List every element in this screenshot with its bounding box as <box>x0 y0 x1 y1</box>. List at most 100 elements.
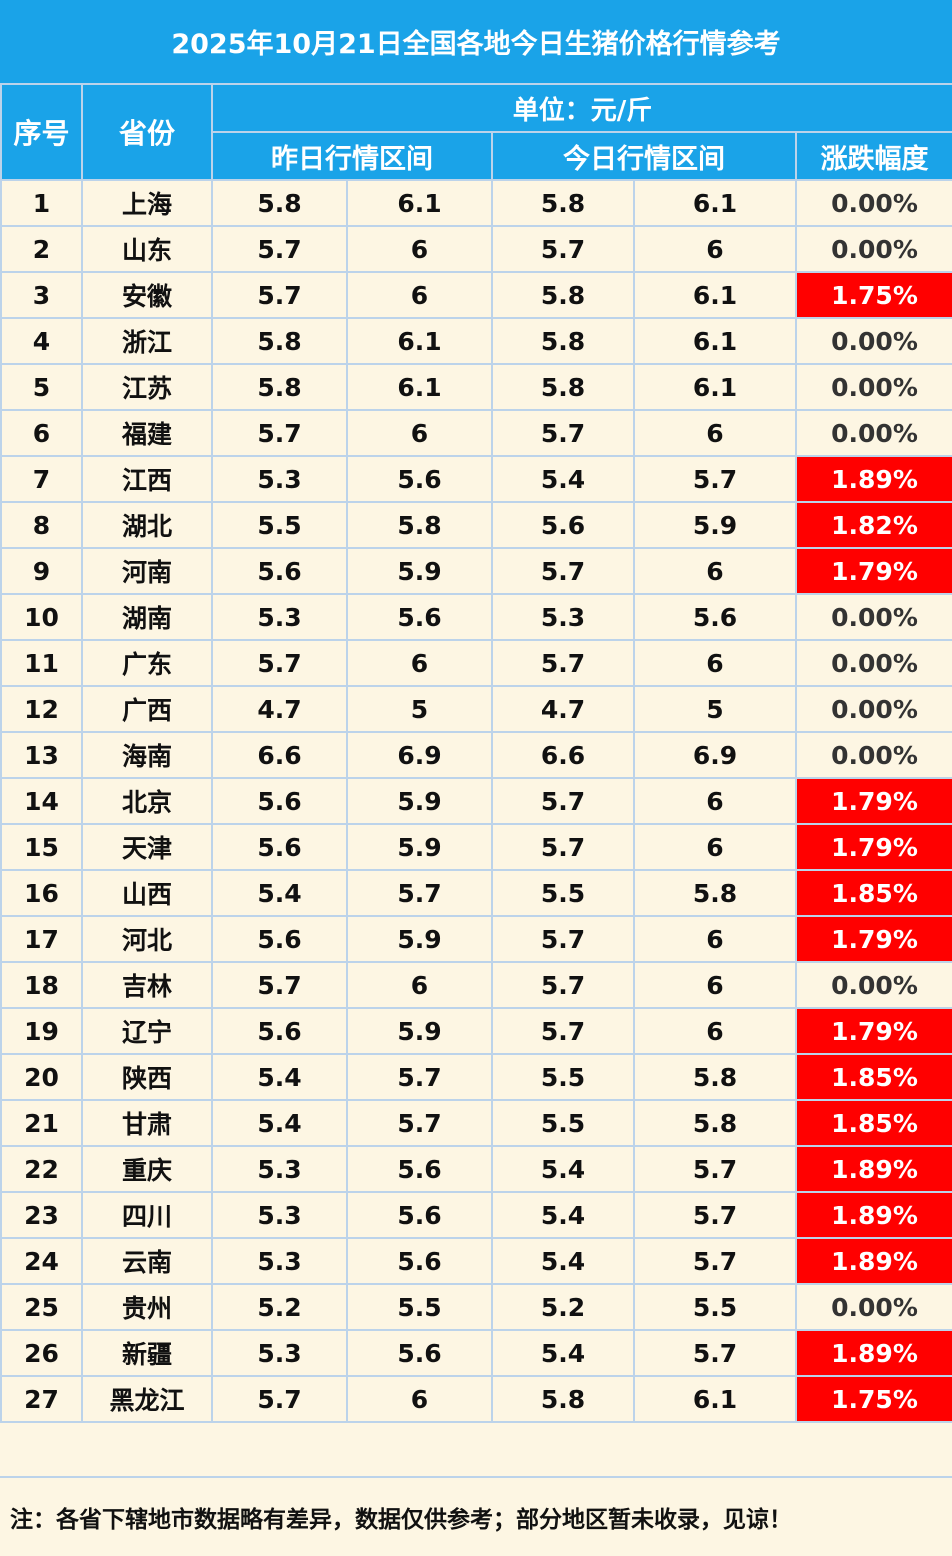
today-low: 5.5 <box>491 1053 635 1101</box>
row-index: 3 <box>0 271 83 319</box>
today-low: 5.4 <box>491 455 635 503</box>
row-province: 云南 <box>81 1237 213 1285</box>
today-high: 6 <box>633 777 797 825</box>
yesterday-low: 5.7 <box>211 961 348 1009</box>
today-high: 5.7 <box>633 1191 797 1239</box>
today-range-header: 今日行情区间 <box>491 131 797 181</box>
yesterday-high: 6 <box>346 961 493 1009</box>
row-province: 山东 <box>81 225 213 273</box>
table-row: 26 新疆 5.3 5.6 5.4 5.7 1.89% <box>0 1329 952 1377</box>
table-row: 10 湖南 5.3 5.6 5.3 5.6 0.00% <box>0 593 952 641</box>
yesterday-high: 5.7 <box>346 869 493 917</box>
today-high: 6.1 <box>633 1375 797 1423</box>
yesterday-low: 6.6 <box>211 731 348 779</box>
row-index: 20 <box>0 1053 83 1101</box>
change-value: 1.79% <box>794 823 952 871</box>
yesterday-high: 5 <box>346 685 493 733</box>
today-low: 5.7 <box>491 915 635 963</box>
today-low: 5.6 <box>491 501 635 549</box>
yesterday-high: 6 <box>346 225 493 273</box>
row-index: 27 <box>0 1375 83 1423</box>
yesterday-high: 5.9 <box>346 1007 493 1055</box>
yesterday-high: 5.7 <box>346 1053 493 1101</box>
today-high: 5.7 <box>633 1237 797 1285</box>
yesterday-low: 5.8 <box>211 317 348 365</box>
row-index: 22 <box>0 1145 83 1193</box>
today-low: 5.8 <box>491 179 635 227</box>
row-province: 辽宁 <box>81 1007 213 1055</box>
yesterday-range-header: 昨日行情区间 <box>211 131 493 181</box>
today-low: 4.7 <box>491 685 635 733</box>
row-index: 2 <box>0 225 83 273</box>
row-province: 江西 <box>81 455 213 503</box>
today-high: 6 <box>633 409 797 457</box>
today-high: 6.1 <box>633 271 797 319</box>
change-value: 1.75% <box>794 1375 952 1423</box>
change-value: 0.00% <box>794 1283 952 1331</box>
change-value: 1.79% <box>794 777 952 825</box>
today-high: 5.7 <box>633 1329 797 1377</box>
row-province: 河北 <box>81 915 213 963</box>
row-index: 1 <box>0 179 83 227</box>
today-high: 6 <box>633 225 797 273</box>
row-province: 甘肃 <box>81 1099 213 1147</box>
change-value: 0.00% <box>794 317 952 365</box>
change-value: 0.00% <box>794 685 952 733</box>
today-low: 5.8 <box>491 271 635 319</box>
row-index: 14 <box>0 777 83 825</box>
yesterday-low: 5.6 <box>211 547 348 595</box>
row-index: 25 <box>0 1283 83 1331</box>
today-high: 6 <box>633 547 797 595</box>
yesterday-low: 5.4 <box>211 1099 348 1147</box>
table-body: 1 上海 5.8 6.1 5.8 6.1 0.00% 2 山东 5.7 6 5.7 6 0.00% 3 安徽 5… <box>0 179 952 1423</box>
yesterday-low: 5.3 <box>211 455 348 503</box>
yesterday-high: 5.9 <box>346 547 493 595</box>
footer-note: 注：各省下辖地市数据略有差异，数据仅供参考；部分地区暂未收录，见谅！ <box>0 1476 952 1556</box>
yesterday-high: 6.9 <box>346 731 493 779</box>
row-province: 河南 <box>81 547 213 595</box>
row-index: 12 <box>0 685 83 733</box>
today-high: 5.8 <box>633 1099 797 1147</box>
change-value: 1.82% <box>794 501 952 549</box>
table-row: 21 甘肃 5.4 5.7 5.5 5.8 1.85% <box>0 1099 952 1147</box>
today-low: 5.4 <box>491 1237 635 1285</box>
change-value: 1.89% <box>794 1191 952 1239</box>
today-low: 5.4 <box>491 1329 635 1377</box>
row-province: 广东 <box>81 639 213 687</box>
row-province: 江苏 <box>81 363 213 411</box>
yesterday-low: 5.8 <box>211 179 348 227</box>
row-province: 广西 <box>81 685 213 733</box>
today-low: 5.8 <box>491 1375 635 1423</box>
price-table: 序号 省份 单位：元/斤 昨日行情区间 今日行情区间 涨跌幅度 1 上海 5.8 6.… <box>0 83 952 1423</box>
today-low: 5.7 <box>491 1007 635 1055</box>
today-high: 6 <box>633 1007 797 1055</box>
today-high: 6.1 <box>633 363 797 411</box>
change-value: 0.00% <box>794 593 952 641</box>
yesterday-low: 5.6 <box>211 1007 348 1055</box>
yesterday-low: 5.3 <box>211 1145 348 1193</box>
change-value: 0.00% <box>794 961 952 1009</box>
table-row: 20 陕西 5.4 5.7 5.5 5.8 1.85% <box>0 1053 952 1101</box>
row-index: 16 <box>0 869 83 917</box>
yesterday-high: 5.6 <box>346 1191 493 1239</box>
yesterday-high: 5.8 <box>346 501 493 549</box>
table-row: 1 上海 5.8 6.1 5.8 6.1 0.00% <box>0 179 952 227</box>
change-value: 1.79% <box>794 547 952 595</box>
yesterday-high: 5.6 <box>346 1329 493 1377</box>
row-index: 13 <box>0 731 83 779</box>
today-low: 5.2 <box>491 1283 635 1331</box>
change-value: 1.89% <box>794 455 952 503</box>
row-index: 5 <box>0 363 83 411</box>
yesterday-low: 5.3 <box>211 593 348 641</box>
yesterday-low: 5.4 <box>211 869 348 917</box>
today-low: 5.5 <box>491 1099 635 1147</box>
row-province: 湖北 <box>81 501 213 549</box>
row-province: 新疆 <box>81 1329 213 1377</box>
yesterday-low: 5.7 <box>211 639 348 687</box>
table-row: 9 河南 5.6 5.9 5.7 6 1.79% <box>0 547 952 595</box>
yesterday-high: 5.9 <box>346 777 493 825</box>
row-index: 8 <box>0 501 83 549</box>
today-low: 5.7 <box>491 777 635 825</box>
row-province: 福建 <box>81 409 213 457</box>
change-value: 1.89% <box>794 1237 952 1285</box>
